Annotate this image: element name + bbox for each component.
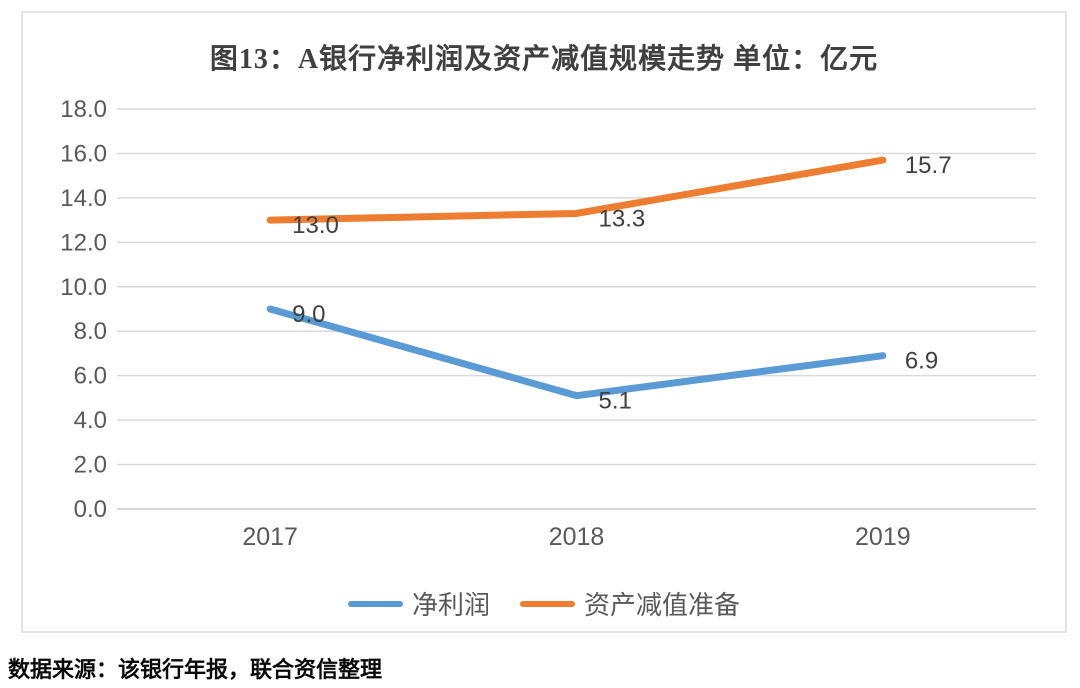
legend-label-asset-impairment-provision: 资产减值准备 bbox=[584, 590, 741, 620]
x-tick-label: 2019 bbox=[855, 523, 911, 551]
chart-legend: 净利润 资产减值准备 bbox=[23, 585, 1065, 622]
chart-container: 图13：A银行净利润及资产减值规模走势 单位：亿元 0.0 2.0 4.0 6.0 8.… bbox=[21, 11, 1067, 633]
legend-label-net-profit: 净利润 bbox=[411, 590, 490, 620]
y-tick-label: 10.0 bbox=[60, 274, 107, 301]
y-tick-label: 8.0 bbox=[74, 318, 107, 345]
data-label-net-profit: 5.1 bbox=[599, 388, 632, 415]
x-tick-label: 2018 bbox=[549, 523, 605, 551]
y-tick-label: 16.0 bbox=[60, 140, 107, 167]
data-label-net-profit: 6.9 bbox=[905, 348, 938, 375]
y-tick-label: 0.0 bbox=[74, 496, 107, 523]
legend-item-asset-impairment-provision: 资产减值准备 bbox=[520, 585, 740, 622]
series-line-net-profit bbox=[266, 305, 887, 400]
legend-swatch-asset-impairment-provision bbox=[520, 600, 575, 607]
y-tick-label: 2.0 bbox=[74, 452, 107, 479]
y-tick-label: 4.0 bbox=[74, 407, 107, 434]
data-label-asset-impairment-provision: 15.7 bbox=[905, 152, 952, 179]
legend-swatch-net-profit bbox=[347, 600, 403, 607]
line-chart-plot: 0.0 2.0 4.0 6.0 8.0 10.0 12.0 14.0 16.0 18.0 2017 2… bbox=[60, 96, 1036, 551]
y-tick-label: 18.0 bbox=[60, 96, 107, 123]
y-tick-label: 14.0 bbox=[60, 185, 107, 212]
y-tick-label: 6.0 bbox=[74, 363, 107, 390]
data-label-net-profit: 9.0 bbox=[292, 301, 325, 328]
data-label-asset-impairment-provision: 13.0 bbox=[292, 212, 339, 239]
legend-item-net-profit: 净利润 bbox=[347, 585, 490, 622]
y-tick-label: 12.0 bbox=[60, 229, 107, 256]
data-label-asset-impairment-provision: 13.3 bbox=[599, 205, 646, 232]
chart-title: 图13：A银行净利润及资产减值规模走势 单位：亿元 bbox=[209, 44, 879, 75]
series-line-asset-impairment-provision bbox=[266, 156, 887, 224]
source-note: 数据来源：该银行年报，联合资信整理 bbox=[8, 657, 383, 682]
x-tick-label: 2017 bbox=[242, 523, 298, 551]
